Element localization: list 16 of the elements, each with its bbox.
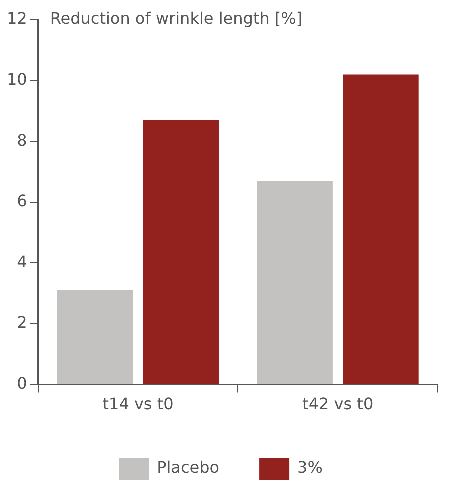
y-tick-label: 12 (7, 9, 28, 28)
bar (343, 74, 419, 384)
x-tick-label: t14 vs t0 (102, 394, 174, 414)
legend-label: Placebo (157, 458, 220, 478)
y-axis-title: Reduction of wrinkle length [%] (50, 9, 303, 28)
y-tick-label: 8 (17, 130, 28, 150)
bar (257, 181, 333, 384)
x-tick-label: t42 vs t0 (302, 394, 374, 414)
bar (143, 120, 220, 384)
y-tick-label: 0 (17, 374, 28, 393)
y-tick-label: 10 (7, 70, 28, 89)
y-tick-label: 6 (17, 192, 28, 211)
bar (58, 290, 134, 384)
y-tick-label: 2 (17, 313, 28, 332)
y-tick-label: 4 (17, 252, 28, 272)
legend-label: 3% (298, 458, 323, 478)
